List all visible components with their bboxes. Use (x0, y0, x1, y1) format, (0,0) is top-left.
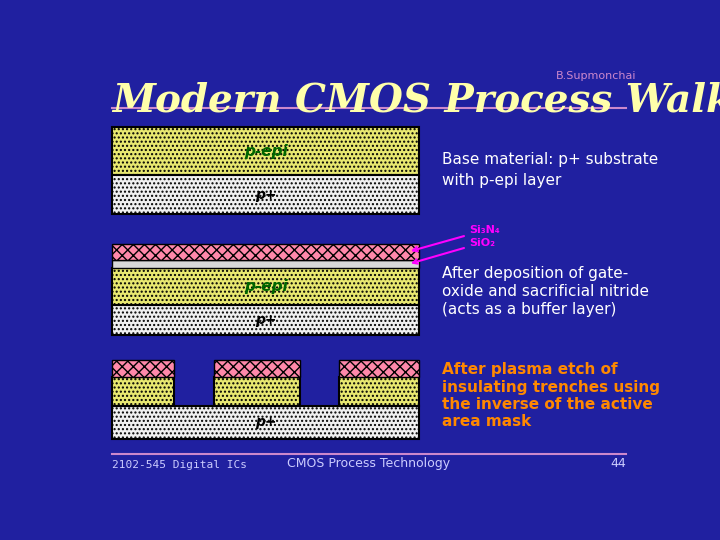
Bar (214, 360, 300, 376)
Bar (112, 360, 174, 376)
Bar (214, 376, 300, 406)
Bar (112, 305, 419, 335)
Text: After deposition of gate-: After deposition of gate- (441, 266, 628, 281)
Bar (112, 260, 419, 268)
Text: Base material: p+ substrate: Base material: p+ substrate (441, 152, 658, 167)
Text: Modern CMOS Process Walk-Through: Modern CMOS Process Walk-Through (112, 82, 720, 120)
Text: SiO₂: SiO₂ (413, 238, 495, 264)
Text: the inverse of the active: the inverse of the active (441, 397, 652, 412)
Text: After plasma etch of: After plasma etch of (441, 362, 617, 377)
Text: p+: p+ (255, 188, 276, 202)
Text: p-epi: p-epi (244, 144, 288, 159)
Text: (acts as a buffer layer): (acts as a buffer layer) (441, 302, 616, 317)
Text: B.Supmonchai: B.Supmonchai (556, 71, 636, 81)
Text: with p-epi layer: with p-epi layer (441, 173, 561, 188)
Bar (112, 406, 419, 439)
Text: oxide and sacrificial nitride: oxide and sacrificial nitride (441, 285, 649, 299)
Bar (112, 376, 174, 406)
Bar (112, 175, 419, 214)
Bar (339, 376, 419, 406)
Bar (339, 360, 419, 376)
Text: 2102-545 Digital ICs: 2102-545 Digital ICs (112, 460, 248, 470)
Bar (112, 127, 419, 175)
Text: CMOS Process Technology: CMOS Process Technology (287, 457, 451, 470)
Bar (112, 268, 419, 305)
Bar (112, 244, 419, 260)
Text: 44: 44 (610, 457, 626, 470)
Text: p+: p+ (255, 415, 276, 429)
Text: Si₃N₄: Si₃N₄ (413, 225, 500, 252)
Text: insulating trenches using: insulating trenches using (441, 380, 660, 395)
Text: p+: p+ (255, 313, 276, 327)
Text: p-epi: p-epi (244, 279, 288, 294)
Text: area mask: area mask (441, 415, 531, 429)
